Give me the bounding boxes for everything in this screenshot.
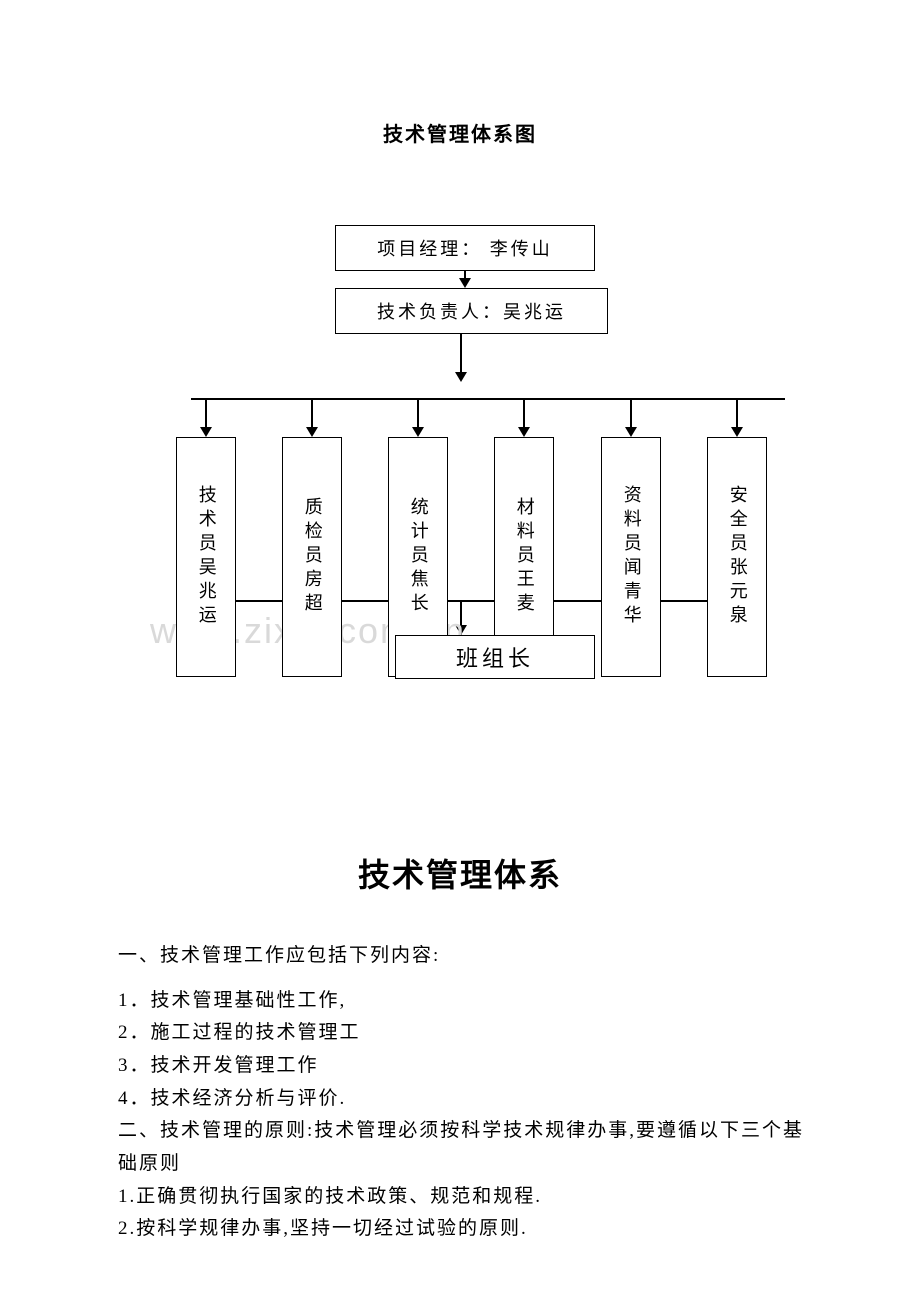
list2-item-1: 2.按科学规律办事,坚持一切经过试验的原则.	[118, 1213, 808, 1246]
role-drop-line-5	[736, 399, 738, 427]
body-text: 一、技术管理工作应包括下列内容: 1．技术管理基础性工作, 2．施工过程的技术管…	[118, 940, 808, 1246]
heading-2: 二、技术管理的原则:技术管理必须按科学技术规律办事,要遵循以下三个基础原则	[118, 1115, 808, 1180]
role-drop-line-1	[311, 399, 313, 427]
role-box-4: 资料员闻青华	[601, 437, 661, 677]
role-drop-line-2	[417, 399, 419, 427]
role-box-0: 技术员吴兆运	[176, 437, 236, 677]
role-drop-head-2	[412, 427, 424, 437]
pm-box: 项目经理： 李传山	[335, 225, 595, 271]
list1-item-2: 3．技术开发管理工作	[118, 1050, 808, 1083]
section-title: 技术管理体系	[0, 850, 920, 896]
mid-arrow-head	[455, 625, 467, 635]
heading-1: 一、技术管理工作应包括下列内容:	[118, 940, 808, 973]
team-leader-box: 班组长	[395, 635, 595, 679]
team-leader-label: 班组长	[456, 641, 534, 673]
role-drop-head-4	[625, 427, 637, 437]
tech-lead-label: 技术负责人：吴兆运	[377, 298, 566, 324]
role-label-1: 质检员房超	[301, 497, 323, 617]
role-drop-line-0	[205, 399, 207, 427]
role-drop-head-1	[306, 427, 318, 437]
list1-item-0: 1．技术管理基础性工作,	[118, 985, 808, 1018]
role-label-4: 资料员闻青华	[620, 485, 642, 629]
list2-item-0: 1.正确贯彻执行国家的技术政策、规范和规程.	[118, 1181, 808, 1214]
arrow-line-2	[460, 334, 462, 372]
arrow-head-2	[455, 372, 467, 382]
tech-lead-box: 技术负责人：吴兆运	[335, 288, 608, 334]
role-box-5: 安全员张元泉	[707, 437, 767, 677]
list1-item-3: 4．技术经济分析与评价.	[118, 1083, 808, 1116]
role-drop-line-3	[523, 399, 525, 427]
role-label-0: 技术员吴兆运	[195, 485, 217, 629]
pm-label: 项目经理： 李传山	[377, 235, 553, 261]
role-box-1: 质检员房超	[282, 437, 342, 677]
arrow-head-1	[459, 278, 471, 288]
role-label-3: 材料员王麦	[513, 497, 535, 617]
role-label-5: 安全员张元泉	[726, 485, 748, 629]
role-drop-head-3	[518, 427, 530, 437]
role-drop-head-0	[200, 427, 212, 437]
page-title: 技术管理体系图	[0, 118, 920, 147]
arrow-line-1	[464, 271, 466, 278]
role-drop-line-4	[630, 399, 632, 427]
role-label-2: 统计员焦长	[407, 497, 429, 617]
distribution-bar	[191, 398, 785, 400]
role-drop-head-5	[731, 427, 743, 437]
list1-item-1: 2．施工过程的技术管理工	[118, 1017, 808, 1050]
